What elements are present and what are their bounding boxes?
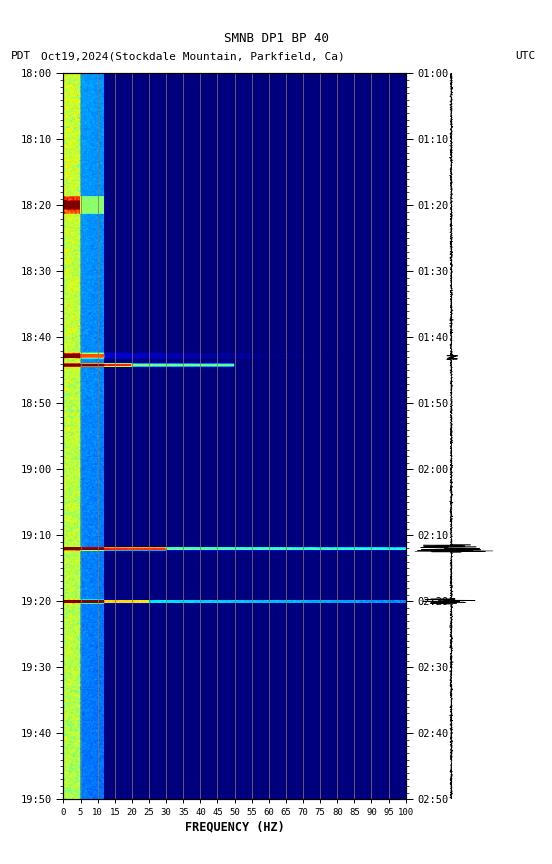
Text: SMNB DP1 BP 40: SMNB DP1 BP 40 (224, 32, 328, 46)
X-axis label: FREQUENCY (HZ): FREQUENCY (HZ) (185, 820, 284, 833)
Text: UTC: UTC (515, 51, 535, 61)
Text: PDT: PDT (11, 51, 31, 61)
Text: Oct19,2024(Stockdale Mountain, Parkfield, Ca): Oct19,2024(Stockdale Mountain, Parkfield… (41, 51, 345, 61)
